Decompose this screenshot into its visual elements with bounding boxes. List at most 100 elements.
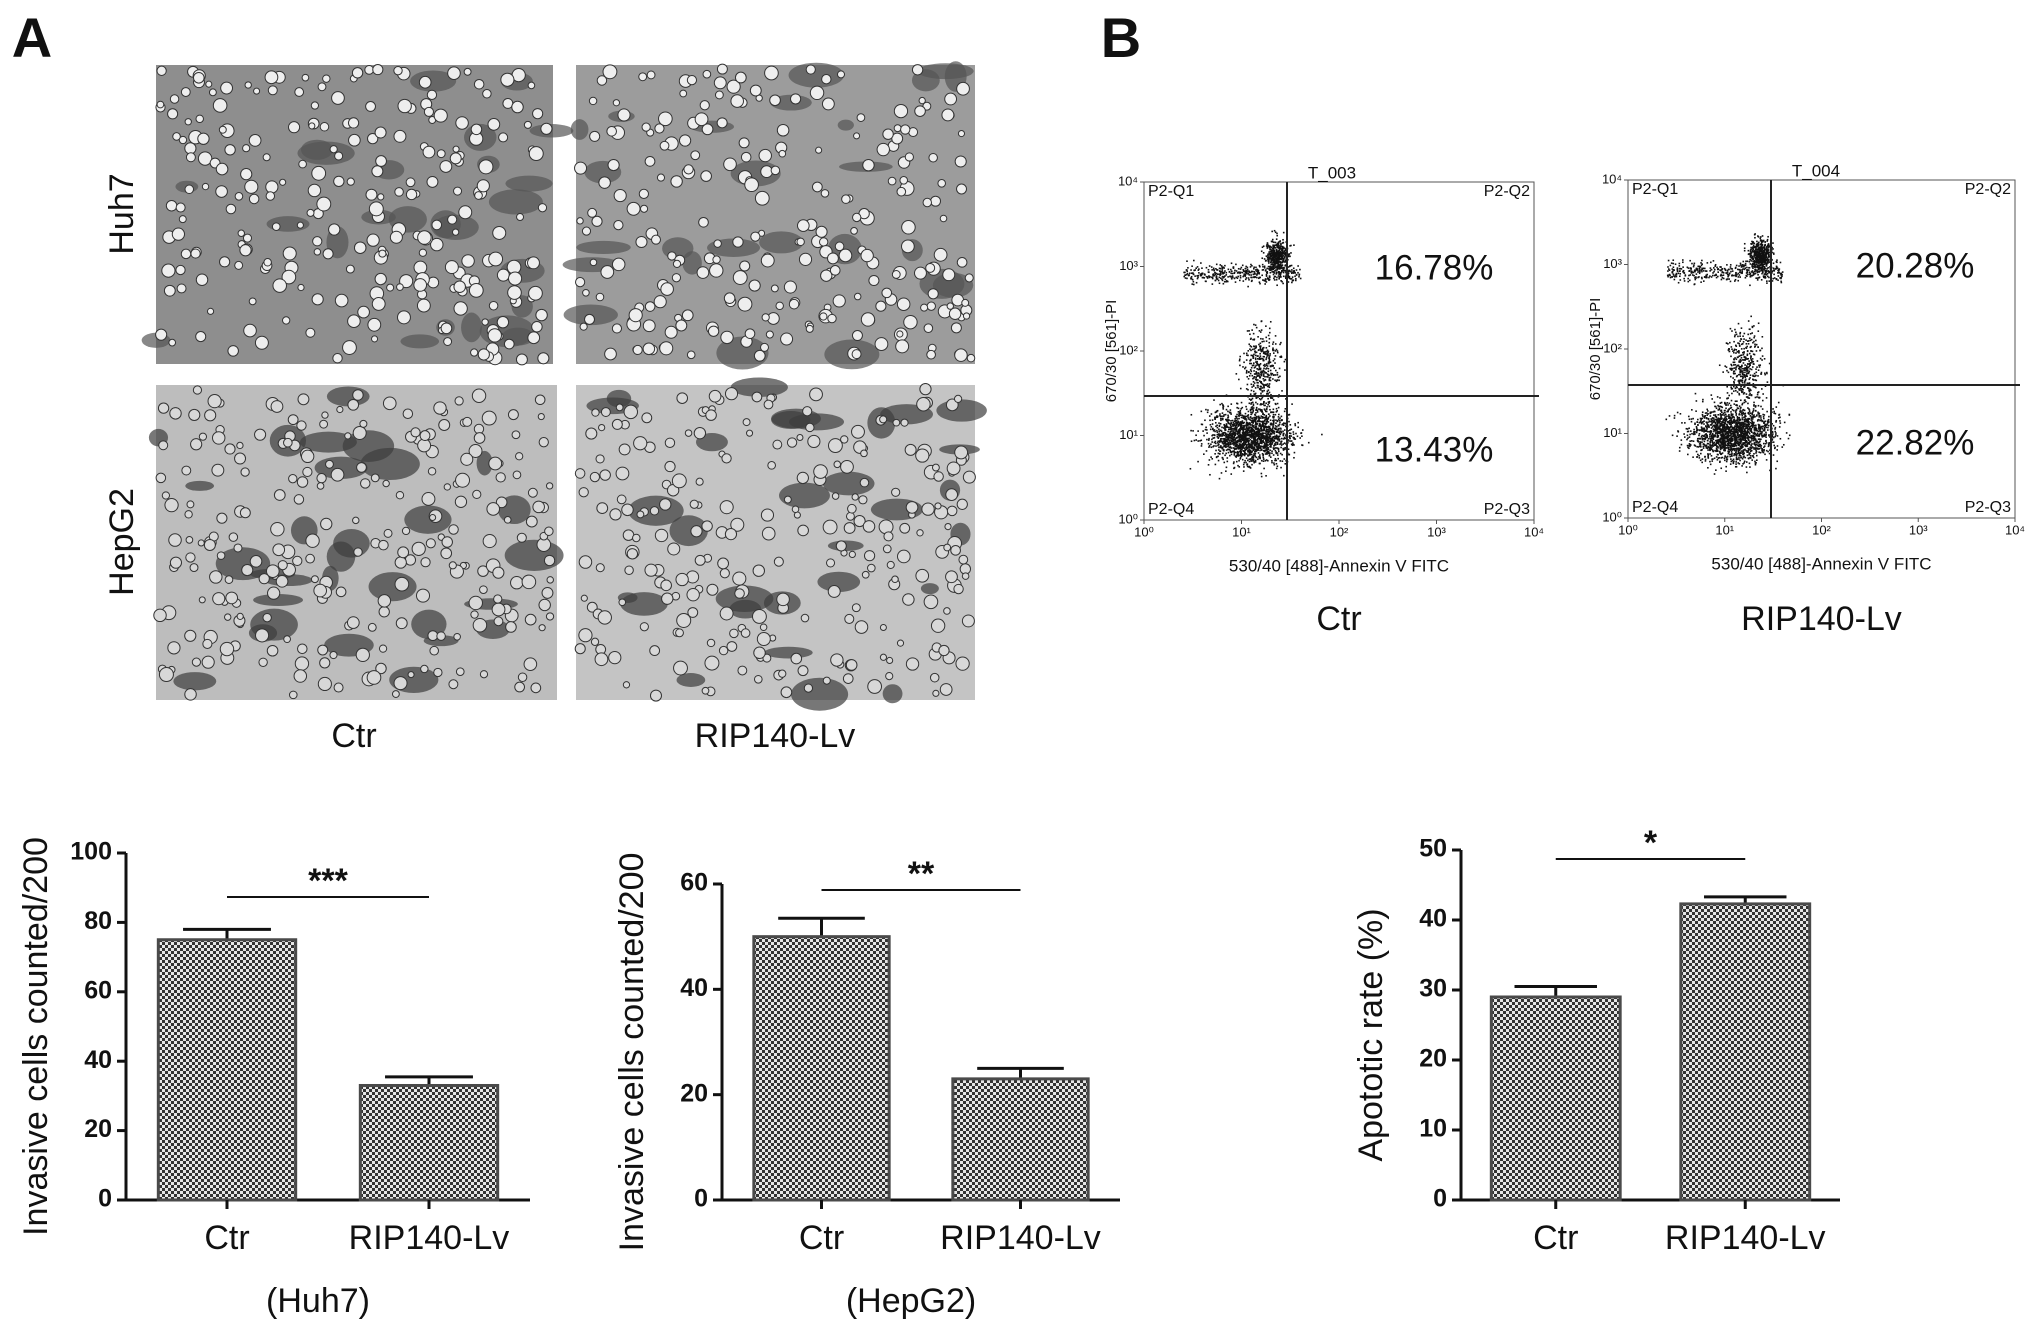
pore xyxy=(488,456,503,471)
event-dot xyxy=(1232,425,1235,427)
event-dot xyxy=(1278,259,1280,261)
event-dot xyxy=(1294,279,1297,282)
pore xyxy=(756,632,771,647)
event-dot xyxy=(1190,269,1192,271)
event-dot xyxy=(1229,428,1231,431)
event-dot xyxy=(1259,417,1262,419)
pore xyxy=(348,133,361,147)
event-dot xyxy=(1230,453,1233,456)
event-dot xyxy=(1230,433,1232,435)
pore xyxy=(776,123,790,137)
event-dot xyxy=(1259,449,1261,452)
pore xyxy=(954,348,968,362)
event-dot xyxy=(1750,449,1753,452)
pore xyxy=(367,132,379,145)
event-dot xyxy=(1268,436,1271,439)
stained-cell xyxy=(570,119,589,140)
event-dot xyxy=(1250,389,1253,392)
pore xyxy=(394,576,410,592)
event-dot xyxy=(1222,433,1225,436)
event-dot xyxy=(1273,263,1275,266)
event-dot xyxy=(1270,397,1273,399)
event-dot xyxy=(1716,458,1719,461)
event-dot xyxy=(1256,446,1259,449)
pore xyxy=(186,500,195,509)
pore xyxy=(158,667,174,683)
pore xyxy=(840,435,849,444)
event-dot xyxy=(1255,445,1258,448)
event-dot xyxy=(1243,466,1245,468)
event-dot xyxy=(1253,266,1255,269)
event-dot xyxy=(1250,432,1252,434)
event-dot xyxy=(1759,445,1761,448)
pore xyxy=(612,99,621,107)
pore xyxy=(161,491,170,500)
event-dot xyxy=(1271,266,1273,268)
event-dot xyxy=(1239,440,1241,442)
event-dot xyxy=(1706,435,1709,438)
event-dot xyxy=(1227,444,1230,447)
event-dot xyxy=(1281,252,1283,254)
event-dot xyxy=(1260,392,1262,395)
event-dot xyxy=(1266,392,1269,395)
event-dot xyxy=(1228,422,1230,425)
pore xyxy=(225,591,239,605)
event-dot xyxy=(1215,425,1217,428)
event-dot xyxy=(1268,361,1271,364)
pore xyxy=(421,492,436,506)
pore xyxy=(598,176,611,189)
event-dot xyxy=(1237,431,1240,434)
event-dot xyxy=(1251,401,1254,404)
event-dot xyxy=(1263,265,1266,268)
event-dot xyxy=(1251,412,1254,414)
event-dot xyxy=(1270,250,1273,252)
event-dot xyxy=(1210,413,1213,415)
event-dot xyxy=(1238,466,1241,468)
event-dot xyxy=(1281,249,1283,252)
event-dot xyxy=(1241,406,1244,409)
pore xyxy=(615,466,630,481)
event-dot xyxy=(1253,271,1256,273)
event-dot xyxy=(1261,269,1264,271)
event-dot xyxy=(1222,448,1225,451)
event-dot xyxy=(1272,415,1274,418)
pore xyxy=(211,463,225,477)
event-dot xyxy=(1263,437,1265,440)
event-dot xyxy=(1229,411,1232,414)
event-dot xyxy=(1257,381,1259,384)
event-dot xyxy=(1252,390,1255,393)
event-dot xyxy=(1223,437,1226,440)
event-dot xyxy=(1222,437,1224,440)
event-dot xyxy=(1763,445,1766,447)
event-dot xyxy=(1200,439,1203,442)
pore xyxy=(255,628,270,643)
pore xyxy=(271,222,281,231)
pore xyxy=(395,490,405,500)
event-dot xyxy=(1284,408,1287,410)
pore xyxy=(496,268,510,282)
event-dot xyxy=(1222,440,1224,443)
event-dot xyxy=(1260,447,1262,450)
pore xyxy=(472,489,482,500)
event-dot xyxy=(1251,397,1254,400)
event-dot xyxy=(1212,267,1215,270)
event-dot xyxy=(1745,437,1747,439)
event-dot xyxy=(1281,419,1283,421)
event-dot xyxy=(1258,364,1260,367)
event-dot xyxy=(1225,466,1228,469)
pore xyxy=(753,349,766,362)
pore xyxy=(254,428,267,441)
pore xyxy=(198,432,208,441)
event-dot xyxy=(1258,454,1261,456)
pore xyxy=(649,645,661,656)
event-dot xyxy=(1737,440,1739,443)
event-dot xyxy=(1276,232,1278,235)
event-dot xyxy=(1290,440,1292,442)
event-dot xyxy=(1203,434,1205,437)
pore xyxy=(493,616,504,627)
event-dot xyxy=(1284,254,1287,257)
event-dot xyxy=(1223,449,1225,452)
stained-cell xyxy=(779,482,830,509)
event-dot xyxy=(1271,443,1273,445)
event-dot xyxy=(1205,275,1208,278)
